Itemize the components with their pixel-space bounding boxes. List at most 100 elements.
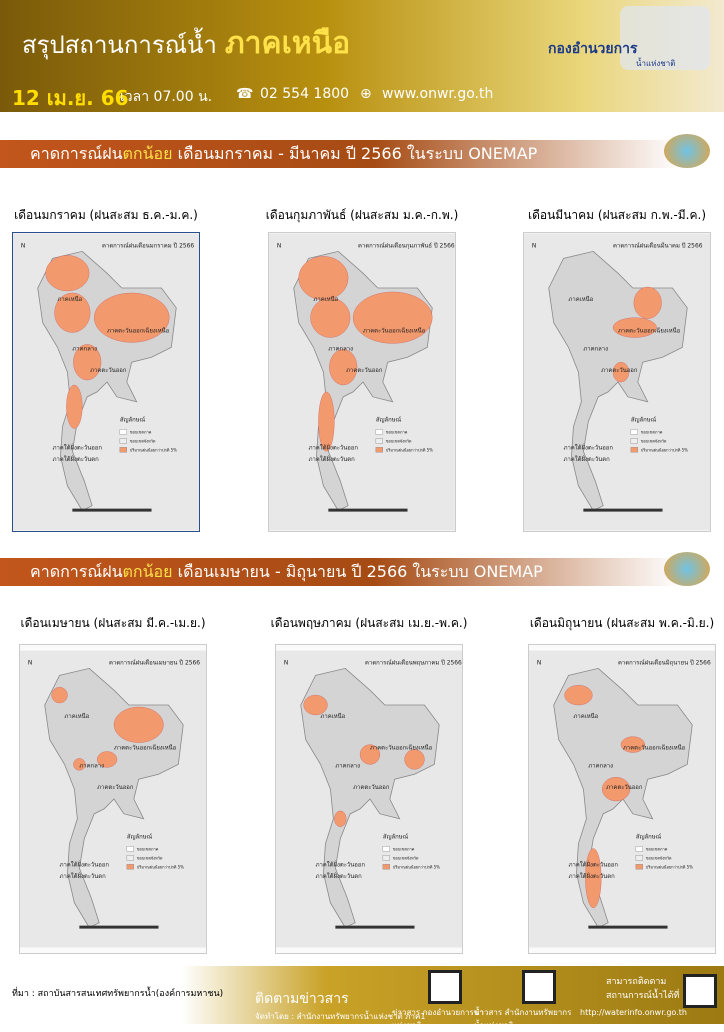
low-rain-area [298,256,349,301]
legend-label: ขอบเขตภาค [137,846,159,851]
legend-swatch [375,438,383,444]
title-a: คาดการณ์ฝน [30,144,123,163]
map-image: คาดการณ์ฝนเดือนกุมภาพันธ์ ปี 2566 N ภาคเหน… [269,233,455,531]
title-b: เดือนเมษายน - มิถุนายน ปี 2566 ในระบบ ON… [177,562,543,581]
low-rain-area [612,362,630,383]
region-label: ภาคกลาง [588,762,613,769]
legend-swatch [119,438,127,444]
region-label: ภาคตะวันออกเฉียงเหนือ [623,744,686,752]
map-image: คาดการณ์ฝนเดือนมีนาคม ปี 2566 N ภาคเหนือภา… [524,233,710,531]
legend-label: ขอบเขตจังหวัด [646,855,672,860]
region-label: ภาคใต้ฝั่งตะวันตก [60,872,107,880]
low-rain-area [612,317,657,338]
title-highlight: ตกน้อย [122,562,173,581]
low-rain-area [113,706,164,743]
low-rain-area [310,297,351,338]
map: คาดการณ์ฝนเดือนกุมภาพันธ์ ปี 2566 N ภาคเหน… [268,232,456,532]
low-rain-area [329,349,358,386]
low-rain-area [334,810,347,827]
region-label: ภาคตะวันออกเฉียงเหนือ [363,327,426,335]
region-label: ภาคเหนือ [314,295,339,303]
legend-title: สัญลักษณ์ [127,833,153,841]
section-icon [664,552,710,586]
website[interactable]: www.onwr.go.th [382,86,494,102]
contact: สามารถติดตาม สถานการณ์น้ำได้ที่ [606,977,680,1001]
north-arrow: N [21,242,25,249]
scale-bar [79,925,159,929]
region-label: ภาคกลาง [328,345,353,352]
low-rain-area [359,744,381,765]
legend-swatch [382,846,390,852]
map-title: คาดการณ์ฝนเดือนพฤษภาคม ปี 2566 [365,658,462,666]
map: คาดการณ์ฝนเดือนเมษายน ปี 2566 N ภาคเหนือ ภา… [19,644,207,954]
low-rain-area [318,391,335,452]
section-title: คาดการณ์ฝนตกน้อย เดือนเมษายน - มิถุนายน … [0,558,680,586]
time: เวลา 07.00 น. [120,89,213,105]
map-image: คาดการณ์ฝนเดือนมกราคม ปี 2566 N ภาคเหนือภา… [13,233,199,531]
region-label: ภาคใต้ฝั่งตะวันตก [569,872,616,880]
legend-swatch [126,855,134,861]
low-rain-area [620,736,645,753]
low-rain-area [45,255,90,292]
region-label: ภาคกลาง [335,762,360,769]
qr-code[interactable] [683,974,717,1008]
legend-title: สัญลักษณ์ [383,833,409,841]
region-label: ภาคใต้ฝั่งตะวันตก [309,455,356,463]
legend-title: สัญลักษณ์ [636,833,662,841]
low-rain-area [633,286,662,319]
legend-label: ขอบเขตจังหวัด [130,438,156,443]
north-arrow: N [284,659,288,666]
legend-label: ขอบเขตจังหวัด [393,855,419,860]
region-label: ภาคใต้ฝั่งตะวันตก [564,455,611,463]
region-label: ภาคเหนือ [65,712,90,720]
region-label: ภาคเหนือ [574,712,599,720]
region-label: ภาคใต้ฝั่งตะวันออก [569,860,619,868]
legend-swatch [375,429,383,435]
region-label: ภาคตะวันออก [90,366,127,374]
north-arrow: N [28,659,32,666]
qr-code[interactable] [428,970,462,1004]
low-rain-area [564,685,593,706]
legend-label: ขอบเขตภาค [393,846,415,851]
legend-label: ขอบเขตจังหวัด [641,438,667,443]
map-title: คาดการณ์ฝนเดือนมีนาคม ปี 2566 [613,241,703,249]
web-icon: ⊕ [360,86,372,102]
region-label: ภาคตะวันออก [97,783,134,791]
map: คาดการณ์ฝนเดือนมิถุนายน ปี 2566 N ภาคเหนือ… [528,644,716,954]
section-icon [664,134,710,168]
legend-label: ปริมาณฝนน้อยกว่าปกติ 5% [386,447,433,452]
region-label: ภาคกลาง [79,762,104,769]
region-label: ภาคตะวันออก [346,366,383,374]
map-title: คาดการณ์ฝนเดือนกุมภาพันธ์ ปี 2566 [358,241,455,249]
title-highlight: ตกน้อย [122,144,173,163]
legend-swatch [630,447,638,453]
region-label: ภาคเหนือ [569,295,594,303]
low-rain-area [602,777,631,802]
legend-title: สัญลักษณ์ [631,416,657,424]
legend-label: ขอบเขตจังหวัด [386,438,412,443]
source: ที่มา : สถาบันสารสนเทศทรัพยากรน้ำ(องค์กา… [12,989,224,999]
region-label: ภาคใต้ฝั่งตะวันออก [309,443,359,451]
legend-label: ขอบเขตจังหวัด [137,855,163,860]
legend-label: ขอบเขตภาค [646,846,668,851]
low-rain-area [93,292,170,343]
region-label: ภาคกลาง [583,345,608,352]
scale-bar [583,508,663,512]
qr-code[interactable] [522,970,556,1004]
contact-url[interactable]: http://waterinfo.onwr.go.th [580,1008,687,1017]
legend-swatch [635,846,643,852]
legend-title: สัญลักษณ์ [376,416,402,424]
title-b: เดือนมกราคม - มีนาคม ปี 2566 ในระบบ ONEM… [177,144,538,163]
map-title: คาดการณ์ฝนเดือนมกราคม ปี 2566 [102,241,194,249]
legend-label: ปริมาณฝนน้อยกว่าปกติ 5% [137,864,184,869]
low-rain-area [404,749,425,770]
region-label: ภาคใต้ฝั่งตะวันออก [564,443,614,451]
legend-label: ปริมาณฝนน้อยกว่าปกติ 5% [130,447,177,452]
map-image: คาดการณ์ฝนเดือนเมษายน ปี 2566 N ภาคเหนือภา… [20,650,206,948]
legend-swatch [119,447,127,453]
logo-sub: น้ำแห่งชาติ [636,59,676,68]
north-arrow: N [537,659,541,666]
map-caption: เดือนพฤษภาคม (ฝนสะสม เม.ย.-พ.ค.) [270,616,468,630]
header: สรุปสถานการณ์น้ำ ภาคเหนือ 12 เม.ย. 66 เวล… [0,0,724,112]
